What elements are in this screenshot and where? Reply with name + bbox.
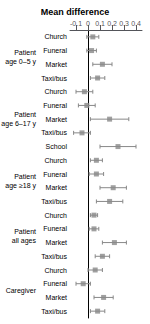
- svg-text:Church: Church: [44, 33, 67, 40]
- svg-text:Patient: Patient: [14, 111, 36, 118]
- svg-text:0.4: 0.4: [131, 20, 141, 27]
- svg-text:Taxi/bus: Taxi/bus: [41, 129, 67, 136]
- svg-text:Mean difference: Mean difference: [41, 7, 110, 17]
- svg-text:Taxi/bus: Taxi/bus: [41, 253, 67, 260]
- svg-text:Funeral: Funeral: [43, 102, 67, 109]
- svg-text:0: 0: [86, 20, 90, 27]
- svg-text:Funeral: Funeral: [43, 225, 67, 232]
- svg-text:Funeral: Funeral: [43, 280, 67, 287]
- svg-text:Taxi/bus: Taxi/bus: [41, 75, 67, 82]
- svg-text:age 0–5 y: age 0–5 y: [5, 58, 36, 66]
- svg-text:Patient: Patient: [14, 173, 36, 180]
- svg-text:Market: Market: [46, 239, 67, 246]
- svg-text:age ≥18 y: age ≥18 y: [5, 182, 36, 190]
- svg-text:Taxi/bus: Taxi/bus: [41, 308, 67, 315]
- svg-text:Patient: Patient: [14, 228, 36, 235]
- svg-text:0.1: 0.1: [95, 20, 105, 27]
- svg-text:age 6–17 y: age 6–17 y: [1, 120, 36, 128]
- svg-text:Church: Church: [44, 157, 67, 164]
- svg-text:Church: Church: [44, 212, 67, 219]
- svg-text:Church: Church: [44, 267, 67, 274]
- svg-text:all ages: all ages: [12, 237, 37, 245]
- svg-text:Taxi/bus: Taxi/bus: [41, 198, 67, 205]
- svg-text:0.3: 0.3: [119, 20, 129, 27]
- svg-text:Patient: Patient: [14, 49, 36, 56]
- svg-text:-0.1: -0.1: [70, 20, 82, 27]
- svg-text:Funeral: Funeral: [43, 47, 67, 54]
- svg-text:Market: Market: [46, 116, 67, 123]
- svg-text:Church: Church: [44, 88, 67, 95]
- svg-text:Funeral: Funeral: [43, 171, 67, 178]
- svg-text:Caregiver: Caregiver: [6, 287, 37, 295]
- svg-text:Market: Market: [46, 294, 67, 301]
- svg-text:0.2: 0.2: [107, 20, 117, 27]
- svg-text:Market: Market: [46, 184, 67, 191]
- svg-text:Market: Market: [46, 61, 67, 68]
- svg-text:School: School: [46, 143, 68, 150]
